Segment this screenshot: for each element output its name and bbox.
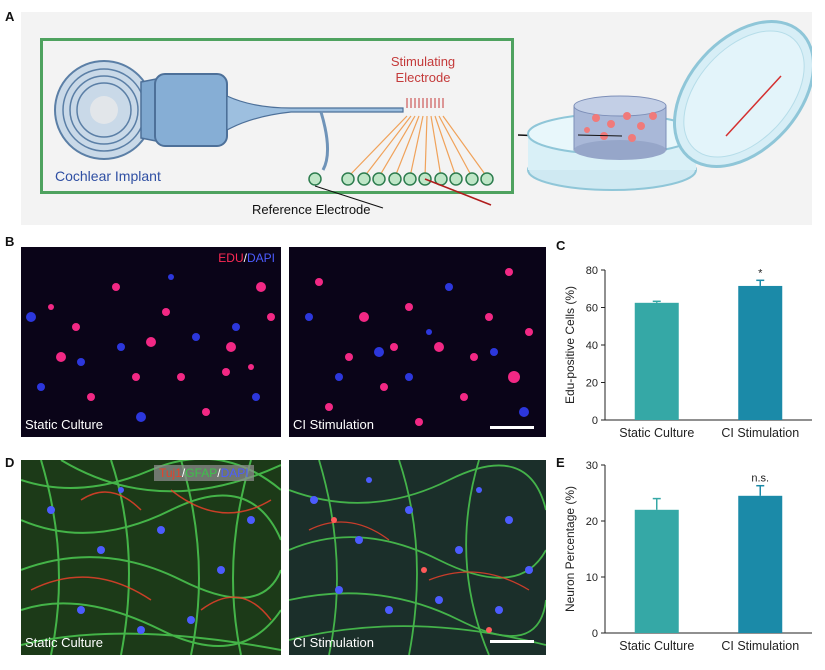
category-label: CI Stimulation — [721, 639, 799, 653]
tuj1-gfap-static-image — [21, 460, 281, 655]
y-tick-label: 20 — [586, 516, 598, 528]
micrograph-d-stimulated: CI Stimulation — [289, 460, 546, 655]
cochlear-implant-label: Cochlear Implant — [55, 168, 161, 184]
stain-tuj1-label: Tuj1 — [159, 466, 182, 480]
y-tick-label: 10 — [586, 572, 598, 584]
y-tick-label: 0 — [592, 415, 598, 427]
cochlear-implant-frame — [40, 38, 514, 194]
significance-label: n.s. — [751, 473, 769, 485]
stain-dapi-label: DAPI — [220, 466, 249, 480]
category-label: CI Stimulation — [721, 426, 799, 440]
category-label: Static Culture — [619, 426, 694, 440]
tuj1-gfap-stimulated-image — [289, 460, 546, 655]
chart-e-svg: 0 10 20 30 Neuron Percentage (%) Static Cultu… — [563, 460, 812, 653]
panel-letter-c: C — [556, 238, 566, 253]
stain-legend-b: EDU/DAPI — [218, 251, 275, 265]
schematic-illustration — [54, 20, 812, 209]
implant-coil-icon — [54, 60, 154, 160]
chart-e: 0 10 20 30 Neuron Percentage (%) Static Cultu… — [556, 458, 818, 658]
stain-sep-label: / — [243, 251, 247, 265]
y-tick-label: 60 — [586, 303, 598, 315]
chart-c: 0 20 40 60 80 Edu-positive Cells (%) Static Cu… — [556, 250, 818, 445]
panel-letter-a: A — [5, 9, 15, 24]
y-tick-label: 80 — [586, 265, 598, 277]
significance-label: * — [758, 267, 763, 279]
bar — [634, 302, 679, 420]
electrode-wires — [347, 115, 488, 178]
panel-letter-d: D — [5, 455, 15, 470]
stimulating-label-line-2: Electrode — [395, 70, 451, 85]
stimulating-electrode-label: Stimulating Electrode — [381, 54, 465, 86]
bar — [738, 285, 783, 420]
y-axis-label: Neuron Percentage (%) — [563, 486, 577, 612]
petri-dish-icon — [527, 95, 697, 191]
stain-edu-label: EDU — [218, 251, 244, 265]
bar — [634, 509, 679, 633]
chart-c-svg: 0 20 40 60 80 Edu-positive Cells (%) Static Cu… — [563, 265, 812, 440]
category-label: Static Culture — [619, 639, 694, 653]
y-axis-label: Edu-positive Cells (%) — [563, 286, 577, 404]
y-tick-label: 20 — [586, 378, 598, 390]
y-tick-label: 30 — [586, 460, 598, 472]
scale-bar-b — [490, 426, 534, 429]
micrograph-b-static: EDU/DAPI Static Culture — [21, 247, 281, 437]
panel-letter-b: B — [5, 234, 15, 249]
y-tick-label: 0 — [592, 628, 598, 640]
micrograph-caption: CI Stimulation — [293, 417, 374, 432]
panel-letter-e: E — [556, 455, 565, 470]
stimulating-label-line-1: Stimulating — [390, 54, 456, 69]
bar — [738, 495, 783, 633]
stimulating-electrode-icon — [406, 98, 444, 108]
stain-sep-label: / — [217, 466, 221, 480]
y-tick-label: 40 — [586, 340, 598, 352]
stain-gfap-label: GFAP — [185, 466, 218, 480]
stain-legend-d: Tuj1/GFAP/DAPI — [154, 465, 254, 481]
scale-bar-d — [490, 640, 534, 643]
edu-dapi-stimulated-image — [305, 268, 533, 426]
micrograph-caption: Static Culture — [25, 417, 104, 432]
micrograph-caption: Static Culture — [25, 635, 104, 650]
micrograph-caption: CI Stimulation — [293, 635, 374, 650]
stain-sep-label: / — [181, 466, 186, 480]
petri-lid-icon — [673, 20, 812, 168]
implant-receiver-icon — [140, 73, 404, 171]
edu-dapi-static-image — [26, 274, 275, 422]
micrograph-b-stimulated: CI Stimulation — [289, 247, 546, 437]
reference-electrode-label: Reference Electrode — [252, 202, 371, 217]
stain-dapi-label: DAPI — [246, 251, 275, 265]
electrode-array-icon — [308, 172, 494, 186]
micrograph-d-static: Tuj1/GFAP/DAPI Static Culture — [21, 460, 281, 655]
